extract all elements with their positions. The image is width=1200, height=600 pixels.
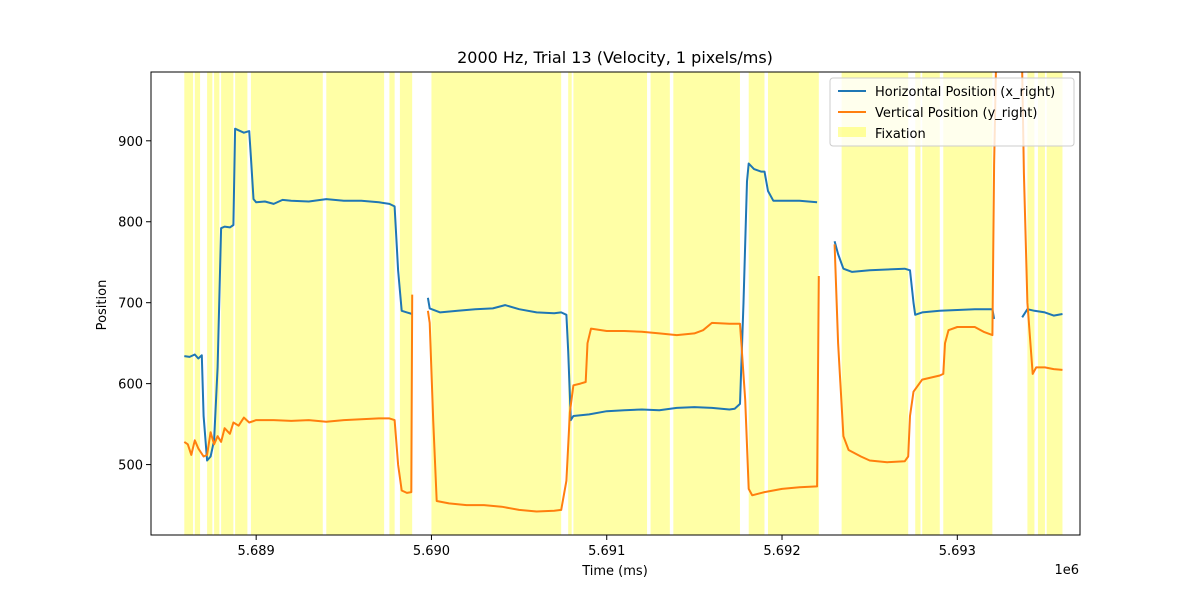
vertical-line-segment-2 [833, 72, 997, 464]
fixation-band-1 [194, 72, 201, 535]
horizontal-line-segment-1 [426, 162, 818, 422]
fixation-band-18 [915, 72, 921, 535]
vertical-line-segment-3 [1021, 72, 1063, 375]
fixation-band-13 [650, 72, 670, 535]
y-tick-label: 500 [118, 459, 143, 474]
series-lines [183, 72, 1063, 513]
x-tick-label: 5.692 [763, 544, 800, 559]
x-ticks: 5.689 5.690 5.691 5.692 5.693 [238, 535, 976, 559]
fixation-band-4 [221, 72, 234, 535]
y-tick-label: 900 [118, 135, 143, 150]
fixation-band-8 [389, 72, 395, 535]
horizontal-line-segment-extra-0 [833, 240, 996, 320]
fixation-band-7 [326, 72, 385, 535]
y-axis-label: Position [95, 280, 110, 331]
y-tick-label: 700 [118, 297, 143, 312]
x-axis-label: Time (ms) [581, 564, 648, 579]
y-ticks: 500 600 700 800 900 [118, 135, 151, 474]
legend-label-vertical: Vertical Position (y_right) [875, 106, 1037, 121]
fixation-band-19 [922, 72, 940, 535]
axes-frame [150, 71, 1081, 536]
vertical-line-segment-1 [426, 275, 820, 513]
x-tick-label: 5.691 [588, 544, 625, 559]
legend-label-fixation: Fixation [875, 127, 926, 142]
fixation-band-12 [573, 72, 648, 535]
x-tick-label: 5.690 [413, 544, 450, 559]
fixation-band-5 [235, 72, 248, 535]
fixation-band-20 [943, 72, 993, 535]
legend-label-horizontal: Horizontal Position (x_right) [875, 85, 1055, 100]
fixation-band-14 [673, 72, 740, 535]
chart-title: 2000 Hz, Trial 13 (Velocity, 1 pixels/ms… [457, 48, 773, 67]
fixation-band-2 [207, 72, 213, 535]
fixation-band-23 [1046, 72, 1063, 535]
y-tick-label: 800 [118, 216, 143, 231]
fixation-band-10 [431, 72, 562, 535]
legend: Horizontal Position (x_right) Vertical P… [829, 77, 1075, 147]
legend-box [829, 77, 1075, 147]
x-tick-label: 5.689 [238, 544, 275, 559]
fixation-band-9 [399, 72, 413, 535]
x-offset-label: 1e6 [1054, 563, 1079, 578]
fixation-band-21 [1027, 72, 1035, 535]
y-tick-label: 600 [118, 378, 143, 393]
horizontal-line-segment-extra-1 [1021, 308, 1063, 318]
fixation-band-16 [767, 72, 819, 535]
x-tick-label: 5.693 [939, 544, 976, 559]
fixation-band-11 [568, 72, 572, 535]
fixation-band-15 [748, 72, 765, 535]
fixation-band-0 [184, 72, 194, 535]
fixation-band-17 [841, 72, 909, 535]
fixation-band-3 [214, 72, 220, 535]
legend-swatch-fixation [838, 127, 866, 137]
fixation-band-6 [250, 72, 323, 535]
fixation-band-22 [1037, 72, 1045, 535]
fixation-bands [184, 72, 1063, 535]
vertical-line-segment-0 [183, 294, 414, 494]
